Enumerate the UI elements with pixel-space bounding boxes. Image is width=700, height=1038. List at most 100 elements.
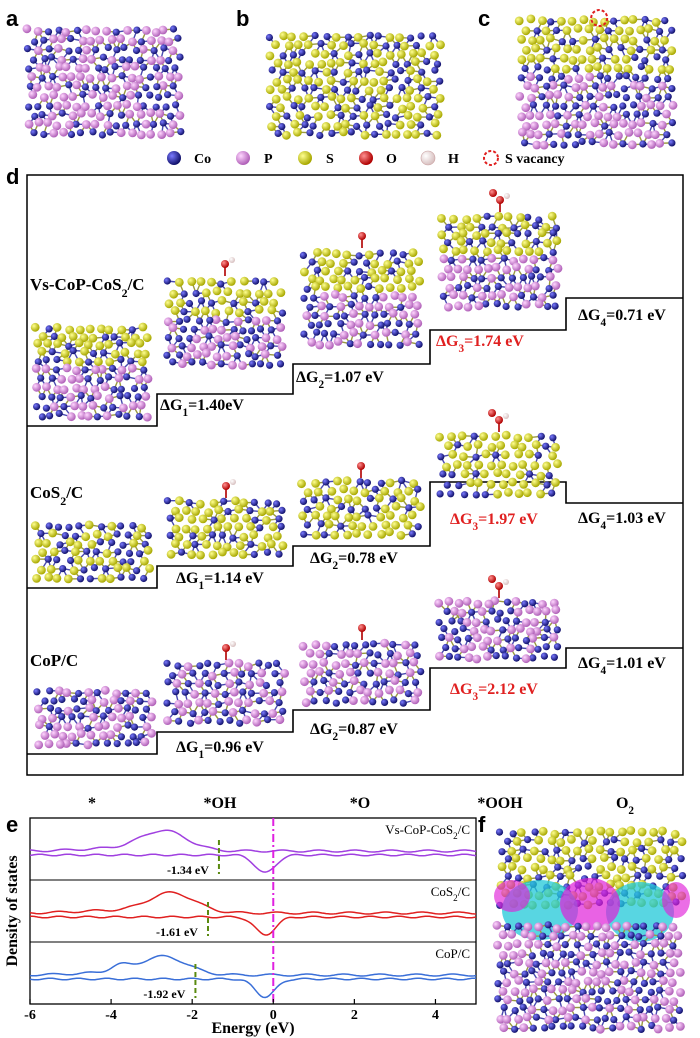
atom-co xyxy=(77,712,85,720)
atom-s xyxy=(677,837,687,847)
atom-co xyxy=(264,499,272,507)
atom-p xyxy=(277,342,287,351)
atom-s xyxy=(343,281,353,291)
atom-co xyxy=(659,958,667,966)
atom-p xyxy=(103,120,113,130)
atom-co xyxy=(657,932,665,940)
atom-p xyxy=(669,997,679,1006)
atom-p xyxy=(626,1021,636,1031)
atom-p xyxy=(163,716,172,725)
atom-co xyxy=(239,327,247,335)
atom-p xyxy=(568,930,578,940)
atom-s xyxy=(263,289,273,299)
atom-s xyxy=(531,478,540,488)
atom-co xyxy=(192,289,200,298)
atom-p xyxy=(601,976,610,986)
atom-p xyxy=(44,739,54,749)
atom-co xyxy=(37,529,45,538)
atom-co xyxy=(67,556,75,565)
atom-co xyxy=(630,978,638,986)
adsorbate-o-atom xyxy=(221,260,229,268)
atom-co xyxy=(89,128,97,136)
x-tick-label: 4 xyxy=(432,1008,439,1023)
atom-co xyxy=(268,66,276,74)
panel-letter-b: b xyxy=(236,6,250,31)
atom-co xyxy=(215,700,223,709)
atom-co xyxy=(146,91,154,99)
atom-p xyxy=(122,81,132,91)
atom-co xyxy=(178,342,186,350)
atom-s xyxy=(670,829,680,839)
atom-p xyxy=(102,411,112,421)
atom-p xyxy=(581,922,591,931)
atom-p xyxy=(564,92,574,102)
atom-p xyxy=(276,323,286,332)
atom-co xyxy=(264,661,272,669)
atom-s xyxy=(333,476,342,486)
atom-co xyxy=(574,864,583,872)
atom-s xyxy=(526,14,536,24)
atom-p xyxy=(117,713,126,723)
atom-co xyxy=(552,26,561,34)
atom-p xyxy=(653,1024,663,1034)
atom-p xyxy=(65,120,74,130)
atom-co xyxy=(342,641,350,649)
structure-cop-o xyxy=(298,624,425,708)
atom-co xyxy=(528,967,536,975)
atom-p xyxy=(388,308,398,318)
atom-co xyxy=(179,325,188,333)
atom-p xyxy=(551,605,561,615)
atom-co xyxy=(118,56,126,64)
atom-co xyxy=(395,319,403,327)
legend-co-label: Co xyxy=(194,152,211,167)
atom-co xyxy=(351,661,360,669)
atom-p xyxy=(127,363,137,373)
atom-co xyxy=(310,697,318,705)
atom-co xyxy=(440,625,448,633)
atom-co xyxy=(401,678,409,687)
atom-s xyxy=(324,519,334,529)
atom-co xyxy=(118,72,126,80)
atom-p xyxy=(324,686,334,695)
atom-co xyxy=(273,317,282,325)
atom-p xyxy=(408,292,417,302)
atom-co xyxy=(397,303,405,311)
atom-p xyxy=(444,633,454,642)
atom-p xyxy=(122,99,132,109)
atom-p xyxy=(572,994,581,1004)
atom-s xyxy=(381,520,391,530)
atom-p xyxy=(158,25,168,35)
atom-co xyxy=(554,863,562,871)
atom-co xyxy=(301,84,309,92)
atom-p xyxy=(61,62,71,72)
atom-co xyxy=(116,392,124,400)
atom-s xyxy=(605,827,615,837)
atom-p xyxy=(49,402,59,412)
atom-p xyxy=(147,712,156,722)
atom-s xyxy=(217,296,227,305)
atom-co xyxy=(127,558,135,566)
atom-co xyxy=(174,662,182,670)
atom-p xyxy=(604,967,614,977)
atom-co xyxy=(328,129,336,137)
atom-co xyxy=(461,491,469,499)
atom-p xyxy=(605,948,615,958)
atom-p xyxy=(178,707,188,717)
atom-p xyxy=(398,293,407,302)
atom-s xyxy=(620,15,629,25)
atom-co xyxy=(525,470,534,478)
atom-s xyxy=(439,244,448,254)
atom-co xyxy=(272,659,281,668)
atom-co xyxy=(56,394,64,402)
atom-p xyxy=(549,598,559,608)
atom-p xyxy=(484,599,494,609)
atom-s xyxy=(404,486,414,496)
atom-s xyxy=(376,512,386,522)
atom-p xyxy=(107,73,117,83)
atom-s xyxy=(311,510,320,520)
atom-s xyxy=(201,288,211,298)
atom-co xyxy=(664,93,672,101)
structure-cop-ooh xyxy=(434,575,562,664)
atom-co xyxy=(355,268,364,276)
